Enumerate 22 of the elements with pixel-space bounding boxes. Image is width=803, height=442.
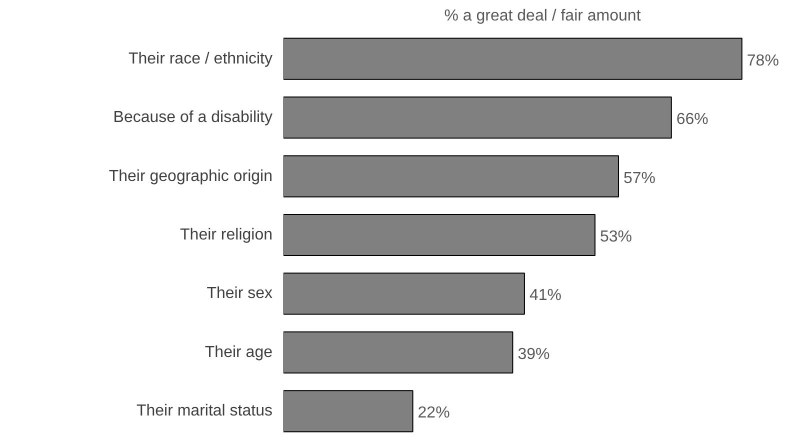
y-tick-label: Their religion [180, 226, 272, 244]
data-label: 53% [600, 228, 632, 246]
y-tick-label: Their marital status [136, 402, 273, 420]
data-label: 39% [518, 346, 550, 363]
y-tick-label: Their age [204, 344, 273, 361]
data-label: 66% [676, 111, 708, 128]
y-tick-label: Their race / ethnicity [128, 50, 273, 68]
bar [284, 38, 742, 80]
data-label: 41% [529, 287, 562, 304]
bar [284, 331, 514, 374]
bar [284, 96, 672, 139]
data-label: 22% [418, 404, 450, 422]
bar [284, 214, 596, 256]
bar [284, 155, 619, 198]
bar [284, 272, 525, 315]
y-tick-label: Their geographic origin [108, 168, 273, 185]
bar [284, 390, 414, 432]
y-tick-label: Their sex [206, 285, 272, 302]
chart-title: % a great deal / fair amount [444, 8, 642, 24]
data-label: 78% [746, 52, 779, 70]
data-label: 57% [623, 170, 656, 187]
y-tick-label: Because of a disability [113, 109, 272, 126]
